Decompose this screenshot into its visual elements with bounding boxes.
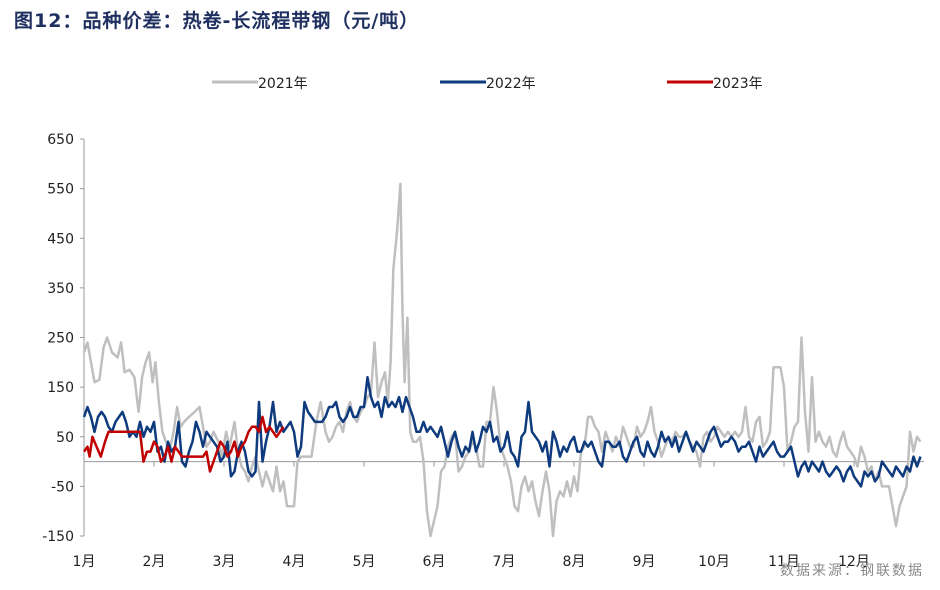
legend-label-2022: 2022年 (486, 76, 536, 92)
chart-title: 图12：品种价差：热卷-长流程带钢（元/吨） (14, 10, 420, 32)
y-tick-label: 50 (56, 430, 74, 446)
x-tick-label: 7月 (493, 554, 516, 570)
x-tick-label: 1月 (73, 554, 96, 570)
x-tick-label: 5月 (353, 554, 376, 570)
y-tick-label: 350 (47, 281, 74, 297)
x-tick-label: 10月 (698, 554, 730, 570)
y-tick-label: 150 (47, 380, 74, 396)
x-tick-label: 6月 (423, 554, 446, 570)
legend: 2021年 2022年 2023年 (212, 76, 763, 92)
legend-label-2021: 2021年 (258, 76, 308, 92)
x-tick-label: 12月 (838, 554, 870, 570)
y-tick-label: 550 (47, 182, 74, 198)
x-tick-label: 2月 (143, 554, 166, 570)
x-tick-label: 3月 (213, 554, 236, 570)
series-layer (82, 182, 922, 538)
series-line-2023年 (82, 415, 285, 473)
x-tick-label: 8月 (563, 554, 586, 570)
series-line-2022年 (82, 375, 922, 488)
y-tick-label: -150 (42, 529, 74, 545)
y-tick-label: 450 (47, 231, 74, 247)
x-tick-label: 11月 (768, 554, 800, 570)
y-tick-label: -50 (51, 479, 74, 495)
x-tick-label: 4月 (283, 554, 306, 570)
y-tick-label: 250 (47, 331, 74, 347)
axes: -150 -50 50 150 250 350 450 550 650 1月 2月 3月 4月 5月 6月 7… (42, 132, 924, 570)
legend-label-2023: 2023年 (713, 76, 763, 92)
y-tick-label: 650 (47, 132, 74, 148)
series-line-2021年 (82, 182, 922, 538)
x-tick-label: 9月 (633, 554, 656, 570)
source-note: 数据来源：钢联数据 (780, 563, 924, 579)
